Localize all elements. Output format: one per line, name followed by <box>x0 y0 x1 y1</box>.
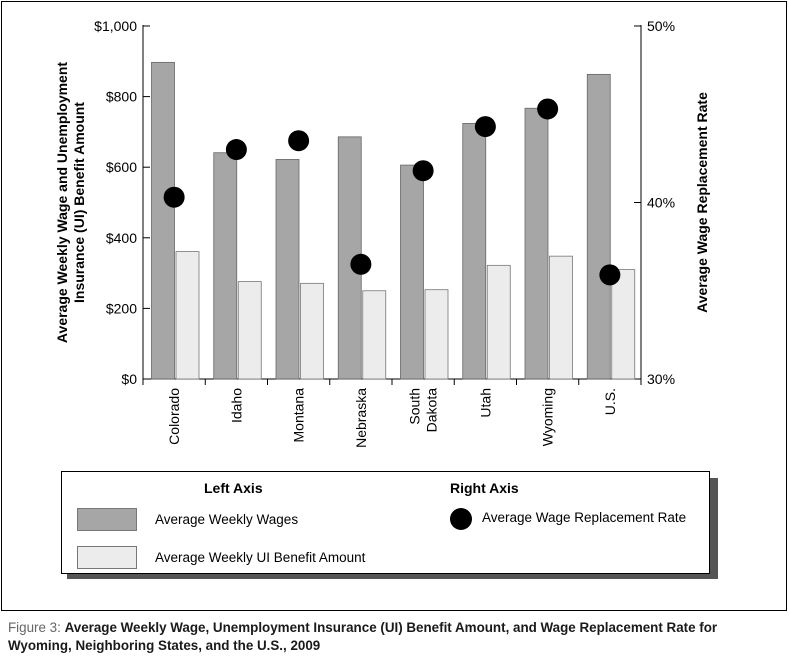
bar-benefit-u-s- <box>611 269 636 380</box>
right-tick-label: 50% <box>647 18 675 34</box>
legend-swatch-benefit <box>77 546 137 569</box>
x-tick-label: Montana <box>291 388 307 443</box>
rate-marker-colorado <box>163 186 185 208</box>
x-tick-label: Dakota <box>424 388 440 433</box>
x-tick-label: Colorado <box>166 388 182 445</box>
legend-label-wages: Average Weekly Wages <box>155 512 299 527</box>
bar-wages-idaho <box>213 152 238 380</box>
legend: Left Axis Right Axis Average Weekly Wage… <box>61 471 710 574</box>
x-tick-label: Utah <box>477 388 493 418</box>
left-tick-label: $800 <box>106 89 137 105</box>
figure-frame <box>1 1 787 611</box>
left-tick-label: $1,000 <box>94 18 137 34</box>
bar-benefit-wyoming <box>549 255 573 380</box>
bar-wages-south-dakota <box>400 164 424 380</box>
left-tick-label: $200 <box>106 300 137 316</box>
legend-marker-rate <box>450 508 472 530</box>
bar-benefit-idaho <box>237 281 262 380</box>
bar-benefit-utah <box>486 264 511 380</box>
bar-wages-montana <box>275 159 300 380</box>
right-axis-title: Average Wage Replacement Rate <box>694 92 710 313</box>
right-tick-label: 30% <box>647 371 675 387</box>
right-tick-label: 40% <box>647 195 675 211</box>
bar-wages-wyoming <box>524 107 549 380</box>
bar-benefit-south-dakota <box>424 289 449 380</box>
rate-marker-u-s- <box>599 264 621 286</box>
legend-left-heading: Left Axis <box>204 480 263 496</box>
left-axis-title-line2: Insurance (UI) Benefit Amount <box>71 102 87 303</box>
legend-swatch-wages <box>77 508 137 531</box>
x-tick-label: Wyoming <box>540 388 556 446</box>
rate-marker-nebraska <box>350 253 372 275</box>
bar-benefit-colorado <box>175 251 200 380</box>
rate-marker-idaho <box>225 139 247 161</box>
left-tick-label: $600 <box>106 159 137 175</box>
left-tick-label: $0 <box>121 371 137 387</box>
x-tick-label: Idaho <box>228 388 244 423</box>
x-tick-label: South <box>407 388 423 425</box>
rate-marker-utah <box>474 116 496 138</box>
rate-marker-wyoming <box>537 98 559 120</box>
figure-caption: Figure 3: Average Weekly Wage, Unemploym… <box>8 619 783 655</box>
rate-marker-south-dakota <box>412 160 434 182</box>
bar-benefit-montana <box>300 282 324 380</box>
chart-canvas: $0 $200 $400 $600 $800 $1,000 30% 40% 50% Colorad… <box>54 18 710 448</box>
bar-wages-colorado <box>151 61 175 380</box>
bar-wages-utah <box>462 123 487 380</box>
left-axis-title: Average Weekly Wage and Unemployment <box>54 62 70 343</box>
caption-lead: Figure 3: <box>8 620 61 635</box>
rate-marker-montana <box>288 130 310 152</box>
caption-text: Average Weekly Wage, Unemployment Insura… <box>8 620 718 653</box>
legend-label-rate: Average Wage Replacement Rate <box>482 510 687 525</box>
legend-label-benefit: Average Weekly UI Benefit Amount <box>155 550 366 565</box>
legend-right-heading: Right Axis <box>450 480 519 496</box>
left-tick-label: $400 <box>106 230 137 246</box>
x-tick-label: U.S. <box>602 388 618 415</box>
bar-benefit-nebraska <box>362 290 387 380</box>
x-tick-label: Nebraska <box>353 388 369 448</box>
bar-wages-u-s- <box>586 73 611 380</box>
